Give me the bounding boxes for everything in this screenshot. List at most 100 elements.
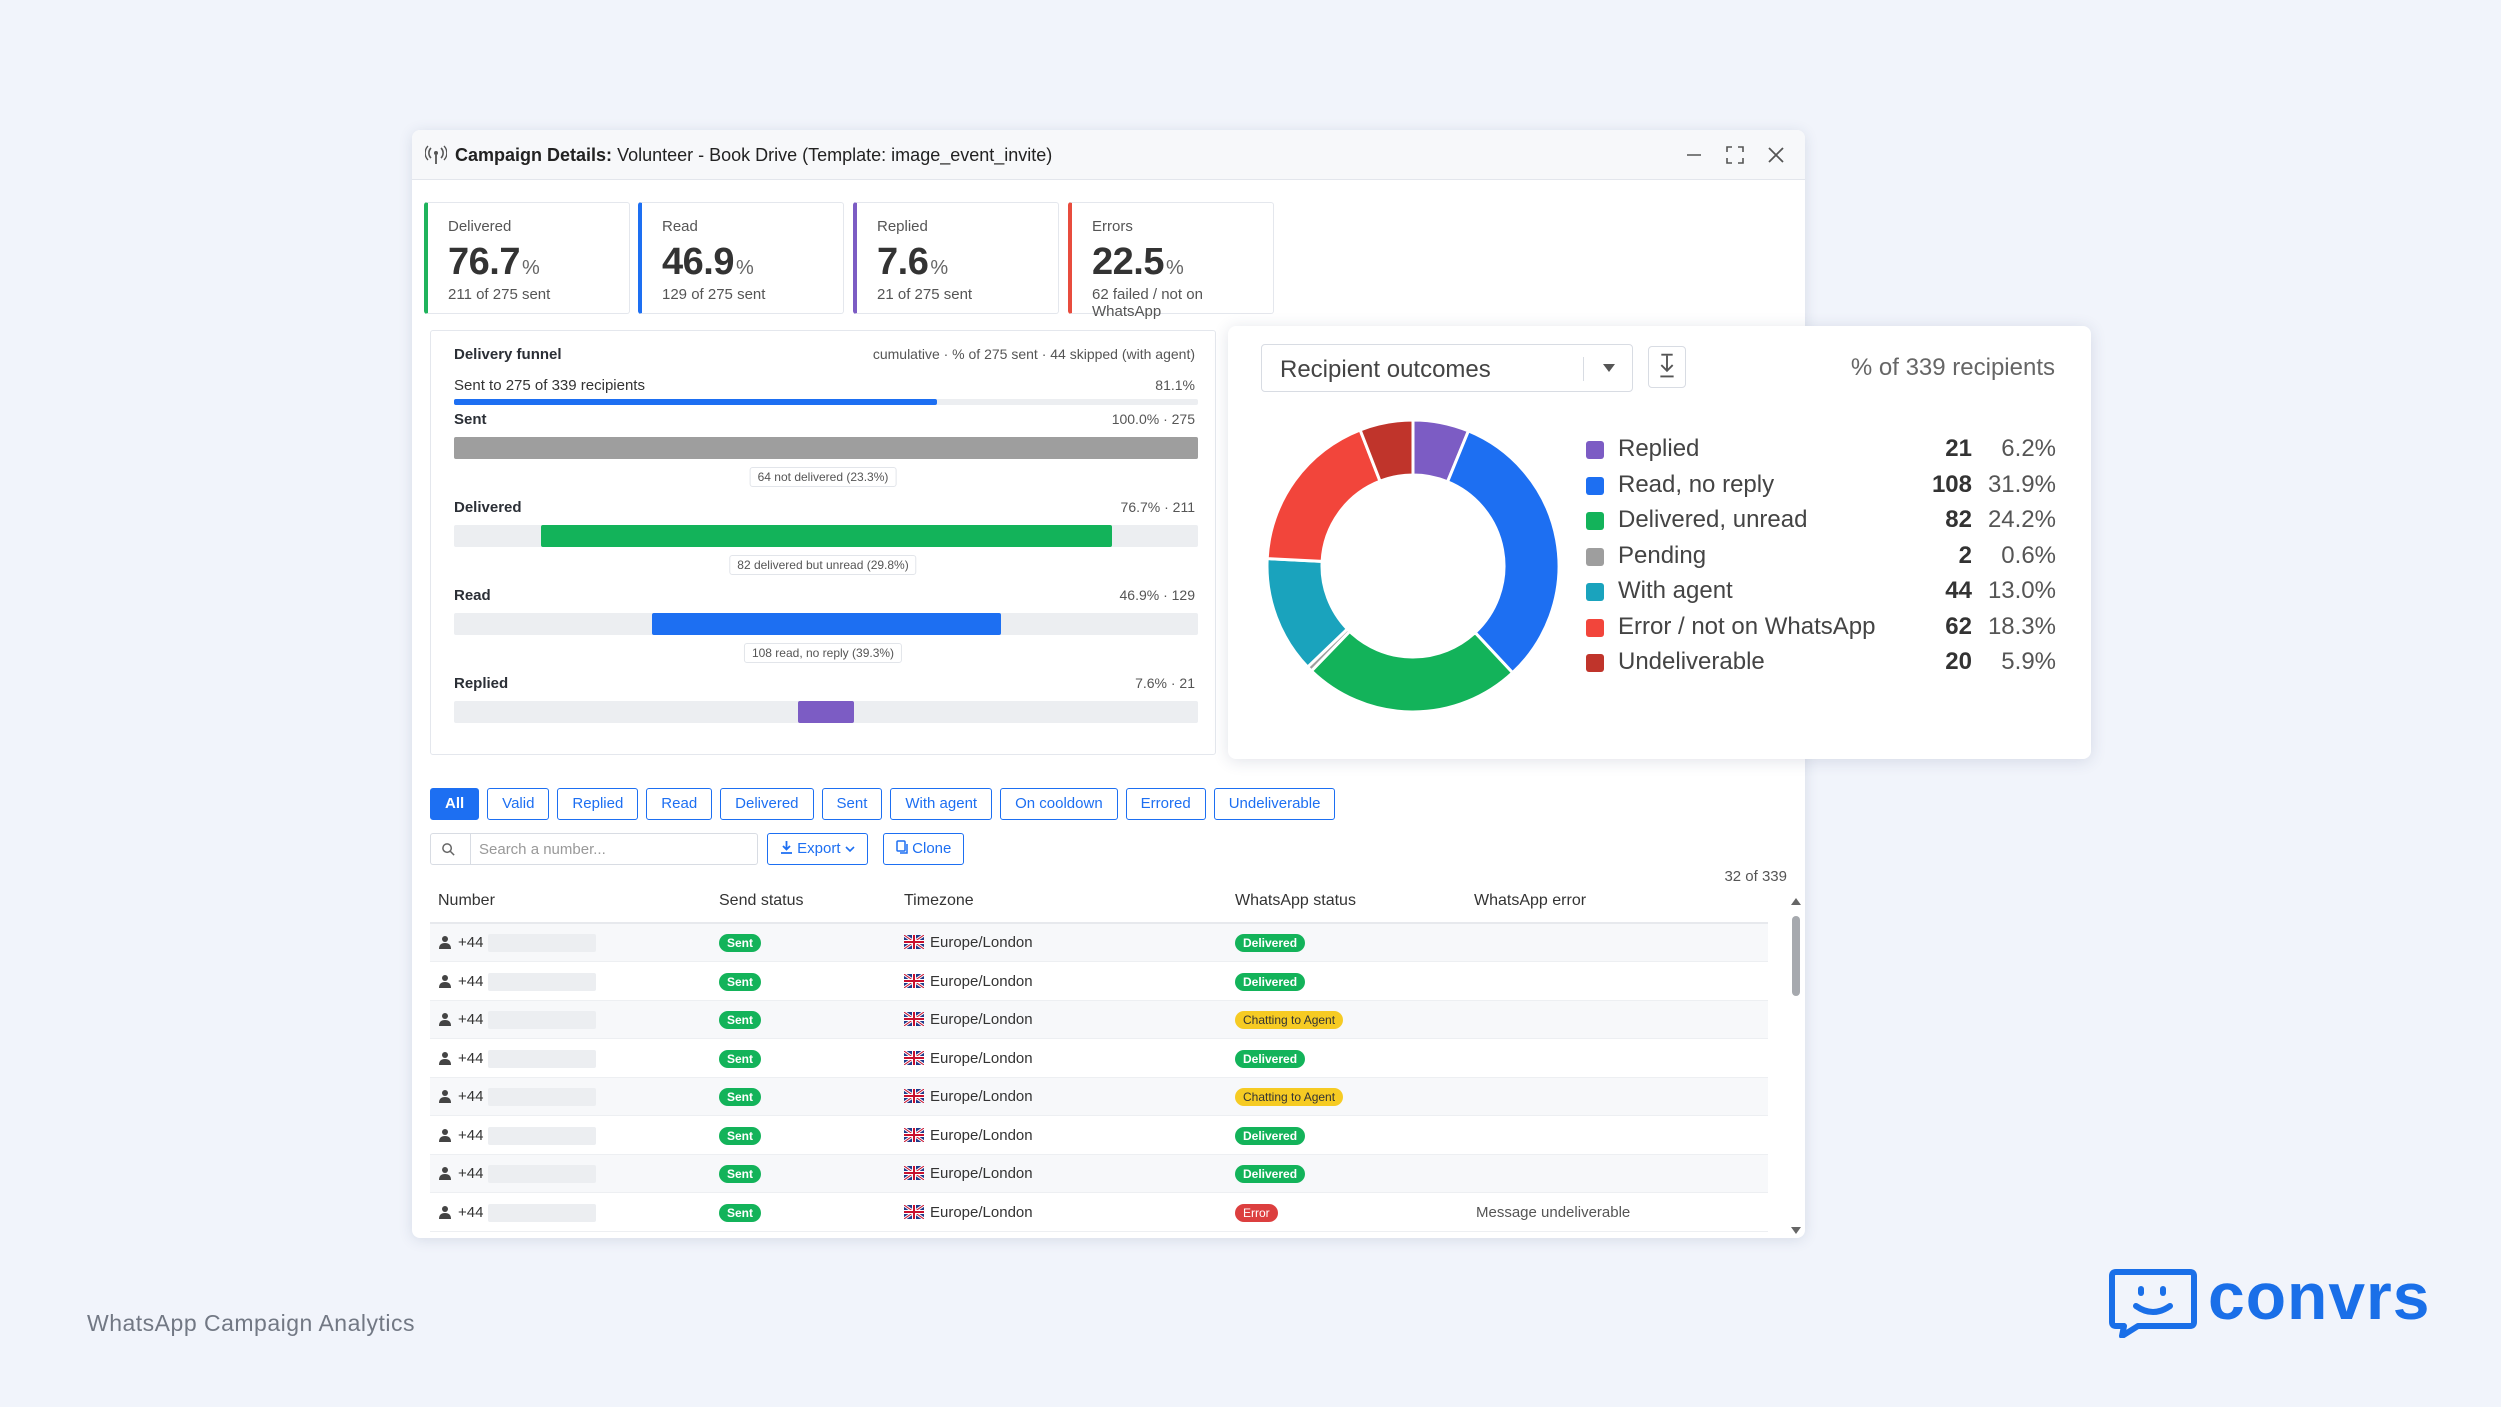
timezone-cell: Europe/London bbox=[904, 1011, 1033, 1028]
legend-item[interactable]: Delivered, unread 82 24.2% bbox=[1586, 503, 2056, 535]
filter-read[interactable]: Read bbox=[646, 788, 713, 820]
number-cell: +44 bbox=[438, 1088, 483, 1105]
filter-undeliverable[interactable]: Undeliverable bbox=[1213, 788, 1336, 820]
number-cell: +44 bbox=[438, 1127, 483, 1144]
table-row[interactable]: +44 Sent Europe/London Chatting to Agent bbox=[430, 1078, 1768, 1116]
filter-with-agent[interactable]: With agent bbox=[890, 788, 993, 820]
drop-off-label: 82 delivered but unread (29.8%) bbox=[729, 555, 917, 575]
donut-slice-error-not-on-whatsapp[interactable] bbox=[1265, 427, 1382, 563]
legend-count: 44 bbox=[1945, 577, 1972, 604]
clone-button[interactable]: Clone bbox=[883, 833, 965, 865]
filter-chips: All Valid Replied Read Delivered Sent With age… bbox=[430, 788, 1336, 820]
minimize-icon[interactable] bbox=[1682, 143, 1706, 167]
legend-label: Undeliverable bbox=[1618, 648, 1765, 675]
legend-swatch bbox=[1586, 618, 1604, 637]
send-status-badge: Sent bbox=[719, 1126, 762, 1145]
filter-on-cooldown[interactable]: On cooldown bbox=[1000, 788, 1118, 820]
whatsapp-status-badge: Delivered bbox=[1235, 1126, 1306, 1145]
stage-name: Read bbox=[454, 587, 491, 604]
send-status-badge: Sent bbox=[719, 934, 762, 952]
chevron-down-icon bbox=[845, 846, 855, 853]
table-scrollbar[interactable] bbox=[1790, 898, 1802, 1234]
table-row[interactable]: +44 Sent Europe/London Chatting to Agent bbox=[430, 1001, 1768, 1039]
whatsapp-status-badge: Chatting to Agent bbox=[1235, 1088, 1344, 1106]
chevron-down-icon bbox=[1603, 364, 1615, 372]
stage-stat: 7.6% · 21 bbox=[1135, 675, 1195, 691]
redacted-number bbox=[488, 972, 596, 991]
stage-bar-replied bbox=[797, 701, 855, 723]
table-row[interactable]: +44 Sent Europe/London Delivered bbox=[430, 963, 1768, 1001]
col-whatsapp-error[interactable]: WhatsApp error bbox=[1474, 892, 1587, 909]
redacted-number bbox=[488, 1011, 596, 1029]
donut-slice-read-no-reply[interactable] bbox=[1445, 428, 1561, 675]
maximize-icon[interactable] bbox=[1723, 143, 1747, 167]
col-timezone[interactable]: Timezone bbox=[904, 892, 974, 909]
export-button[interactable]: Export bbox=[767, 833, 868, 865]
legend-item[interactable]: Undeliverable 20 5.9% bbox=[1586, 645, 2056, 677]
legend-count: 21 bbox=[1945, 435, 1972, 462]
filter-valid[interactable]: Valid bbox=[487, 788, 550, 820]
legend-count: 62 bbox=[1945, 612, 1972, 640]
legend-label: Read, no reply bbox=[1618, 470, 1775, 498]
table-row[interactable]: +44 Sent Europe/London Delivered bbox=[430, 1117, 1768, 1155]
stage-stat: 100.0% · 275 bbox=[1111, 411, 1195, 427]
filter-errored[interactable]: Errored bbox=[1125, 788, 1206, 820]
broadcast-icon bbox=[425, 145, 447, 164]
table-row[interactable]: +44 Sent Europe/London Error Message undeliv… bbox=[430, 1194, 1768, 1232]
number-cell: +44 bbox=[438, 973, 483, 990]
legend-pct: 31.9% bbox=[1987, 470, 2056, 498]
stage-track bbox=[454, 613, 1198, 635]
col-whatsapp-status[interactable]: WhatsApp status bbox=[1235, 892, 1356, 909]
close-icon[interactable] bbox=[1764, 143, 1788, 167]
download-icon[interactable] bbox=[1648, 346, 1686, 388]
legend-item[interactable]: Read, no reply 108 31.9% bbox=[1586, 468, 2056, 500]
user-icon bbox=[439, 1051, 451, 1065]
drop-off-label: 64 not delivered (23.3%) bbox=[749, 467, 897, 487]
stat-label: Errors bbox=[1092, 218, 1133, 235]
uk-flag-icon bbox=[904, 1012, 924, 1026]
table-row[interactable]: +44 Sent Europe/London Delivered bbox=[430, 1040, 1768, 1078]
legend-count: 108 bbox=[1931, 470, 1972, 498]
search-input[interactable] bbox=[479, 839, 749, 859]
brand-name: convrs bbox=[2208, 1259, 2431, 1333]
timezone-cell: Europe/London bbox=[904, 1050, 1033, 1067]
table-row[interactable]: +44 Sent Europe/London Delivered bbox=[430, 1155, 1768, 1193]
redacted-number bbox=[488, 1088, 596, 1106]
stage-name: Replied bbox=[454, 675, 509, 692]
donut-slice-undeliverable[interactable] bbox=[1358, 418, 1415, 484]
filter-all[interactable]: All bbox=[430, 788, 480, 820]
filter-sent[interactable]: Sent bbox=[821, 788, 883, 820]
legend-item[interactable]: With agent 44 13.0% bbox=[1586, 574, 2056, 606]
window-title: Campaign Details: Volunteer - Book Drive… bbox=[455, 145, 1053, 165]
legend-count: 2 bbox=[1958, 541, 1972, 569]
search-box[interactable] bbox=[430, 833, 758, 865]
table-row[interactable]: +44 Sent Europe/London Delivered bbox=[430, 924, 1768, 962]
convrs-logo-icon bbox=[2109, 1269, 2197, 1338]
legend-pct: 18.3% bbox=[1987, 612, 2056, 640]
whatsapp-status-badge: Delivered bbox=[1235, 972, 1306, 991]
redacted-number bbox=[488, 1126, 596, 1145]
stat-value: 7.6% bbox=[877, 241, 948, 283]
donut-slice-delivered-unread[interactable] bbox=[1309, 629, 1515, 714]
col-send-status[interactable]: Send status bbox=[719, 892, 804, 909]
delivery-funnel-panel: Delivery funnel cumulative · % of 275 se… bbox=[430, 330, 1216, 755]
copy-icon bbox=[896, 840, 908, 854]
user-icon bbox=[439, 1167, 451, 1180]
whatsapp-status-badge: Error bbox=[1235, 1203, 1278, 1222]
uk-flag-icon bbox=[904, 935, 924, 949]
stage-track bbox=[454, 525, 1198, 547]
number-cell: +44 bbox=[438, 1011, 483, 1028]
legend-swatch bbox=[1586, 512, 1604, 530]
col-number[interactable]: Number bbox=[438, 892, 495, 909]
row-count: 32 of 339 bbox=[1724, 868, 1787, 885]
whatsapp-status-badge: Delivered bbox=[1235, 1049, 1306, 1068]
outcomes-select[interactable]: Recipient outcomes bbox=[1261, 344, 1633, 392]
legend-swatch bbox=[1586, 583, 1604, 601]
legend-item[interactable]: Replied 21 6.2% bbox=[1586, 432, 2056, 464]
legend-item[interactable]: Pending 2 0.6% bbox=[1586, 539, 2056, 571]
filter-replied[interactable]: Replied bbox=[557, 788, 639, 820]
stat-value: 22.5% bbox=[1092, 241, 1184, 283]
legend-pct: 6.2% bbox=[2001, 435, 2056, 462]
legend-item[interactable]: Error / not on WhatsApp 62 18.3% bbox=[1586, 610, 2056, 642]
filter-delivered[interactable]: Delivered bbox=[720, 788, 814, 820]
